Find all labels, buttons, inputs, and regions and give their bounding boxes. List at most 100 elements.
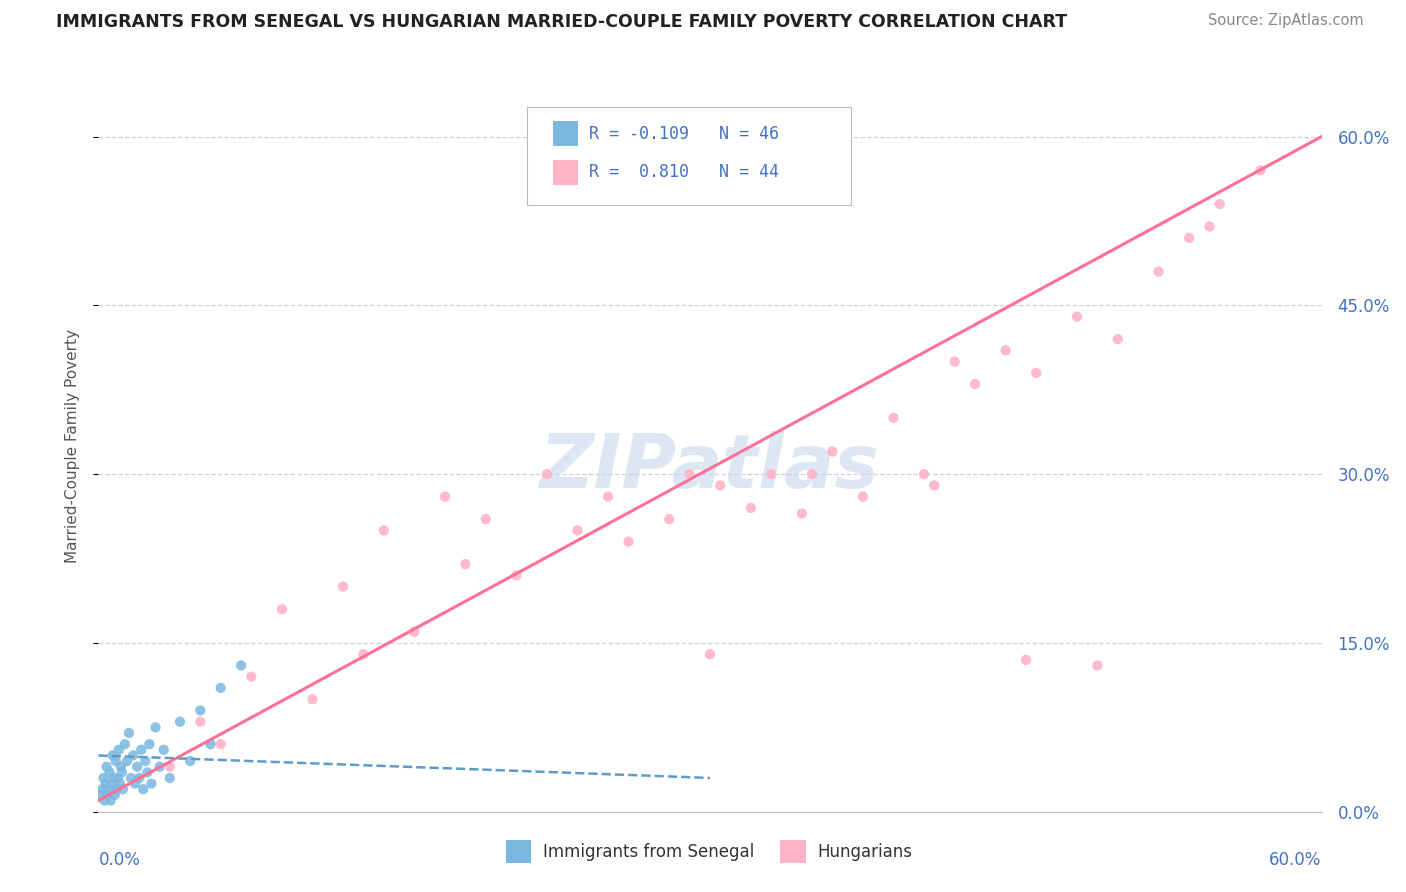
Point: [883, 410, 905, 425]
Point: [943, 354, 966, 368]
Point: [965, 377, 987, 392]
Point: [127, 760, 149, 774]
Point: [1249, 163, 1271, 178]
Point: [98, 765, 121, 780]
Point: [145, 720, 167, 734]
Point: [454, 557, 477, 571]
Point: [111, 765, 134, 780]
Point: [658, 512, 681, 526]
Point: [1198, 219, 1220, 234]
Point: [152, 743, 174, 757]
Point: [104, 788, 127, 802]
Point: [373, 524, 395, 538]
Point: [200, 737, 222, 751]
Point: [567, 524, 589, 538]
Point: [994, 343, 1017, 358]
Point: [111, 782, 134, 797]
Point: [1107, 332, 1129, 346]
Text: ZIPatlas: ZIPatlas: [540, 432, 880, 505]
Point: [100, 793, 122, 807]
Point: [301, 692, 323, 706]
Point: [104, 754, 127, 768]
Point: [97, 788, 120, 802]
Point: [474, 512, 498, 526]
Point: [105, 782, 128, 797]
Point: [91, 782, 114, 797]
Point: [103, 771, 125, 785]
Point: [118, 726, 141, 740]
Point: [209, 681, 232, 695]
Y-axis label: Married-Couple Family Poverty: Married-Couple Family Poverty: [65, 329, 80, 563]
Point: [136, 765, 159, 780]
Point: [536, 467, 558, 482]
Point: [209, 737, 232, 751]
Point: [128, 771, 150, 785]
Point: [709, 478, 731, 492]
Point: [1178, 231, 1201, 245]
Point: [169, 714, 191, 729]
Point: [188, 703, 212, 717]
Point: [759, 467, 782, 482]
Point: [852, 490, 875, 504]
Point: [596, 490, 619, 504]
Point: [790, 507, 813, 521]
Point: [115, 754, 138, 768]
Point: [740, 500, 762, 515]
Point: [96, 760, 118, 774]
Point: [159, 771, 181, 785]
Point: [1015, 653, 1038, 667]
Point: [93, 771, 115, 785]
Point: [270, 602, 294, 616]
Point: [188, 714, 212, 729]
Point: [801, 467, 824, 482]
Point: [1085, 658, 1108, 673]
Point: [159, 760, 181, 774]
Text: IMMIGRANTS FROM SENEGAL VS HUNGARIAN MARRIED-COUPLE FAMILY POVERTY CORRELATION C: IMMIGRANTS FROM SENEGAL VS HUNGARIAN MAR…: [56, 13, 1067, 31]
Text: Source: ZipAtlas.com: Source: ZipAtlas.com: [1208, 13, 1364, 29]
Text: R = -0.109   N = 46: R = -0.109 N = 46: [589, 125, 779, 143]
Point: [821, 444, 844, 458]
Point: [679, 467, 702, 482]
Point: [122, 748, 145, 763]
Text: 0.0%: 0.0%: [98, 851, 141, 869]
Text: Immigrants from Senegal: Immigrants from Senegal: [543, 843, 754, 861]
Point: [114, 737, 136, 751]
Point: [231, 658, 253, 673]
Point: [505, 568, 527, 582]
Point: [120, 771, 142, 785]
Point: [107, 771, 129, 785]
Point: [1208, 197, 1232, 211]
Point: [129, 743, 152, 757]
Text: Hungarians: Hungarians: [817, 843, 912, 861]
Point: [94, 776, 117, 790]
Point: [617, 534, 640, 549]
Point: [433, 490, 456, 504]
Point: [100, 776, 122, 790]
Point: [179, 754, 201, 768]
Point: [149, 760, 172, 774]
Point: [332, 580, 354, 594]
Point: [108, 743, 131, 757]
Point: [93, 793, 115, 807]
Point: [404, 624, 426, 639]
Point: [1147, 264, 1170, 278]
Point: [352, 647, 374, 661]
Point: [240, 670, 263, 684]
Point: [97, 782, 120, 797]
Point: [1066, 310, 1088, 324]
Point: [101, 748, 124, 763]
Point: [132, 782, 155, 797]
Point: [124, 776, 146, 790]
Point: [134, 754, 156, 768]
Point: [90, 788, 112, 802]
Point: [922, 478, 945, 492]
Point: [912, 467, 935, 482]
Text: 60.0%: 60.0%: [1270, 851, 1322, 869]
Point: [1025, 366, 1047, 380]
Text: R =  0.810   N = 44: R = 0.810 N = 44: [589, 163, 779, 181]
Point: [141, 776, 163, 790]
Point: [699, 647, 721, 661]
Point: [108, 776, 131, 790]
Point: [138, 737, 160, 751]
Point: [110, 760, 132, 774]
